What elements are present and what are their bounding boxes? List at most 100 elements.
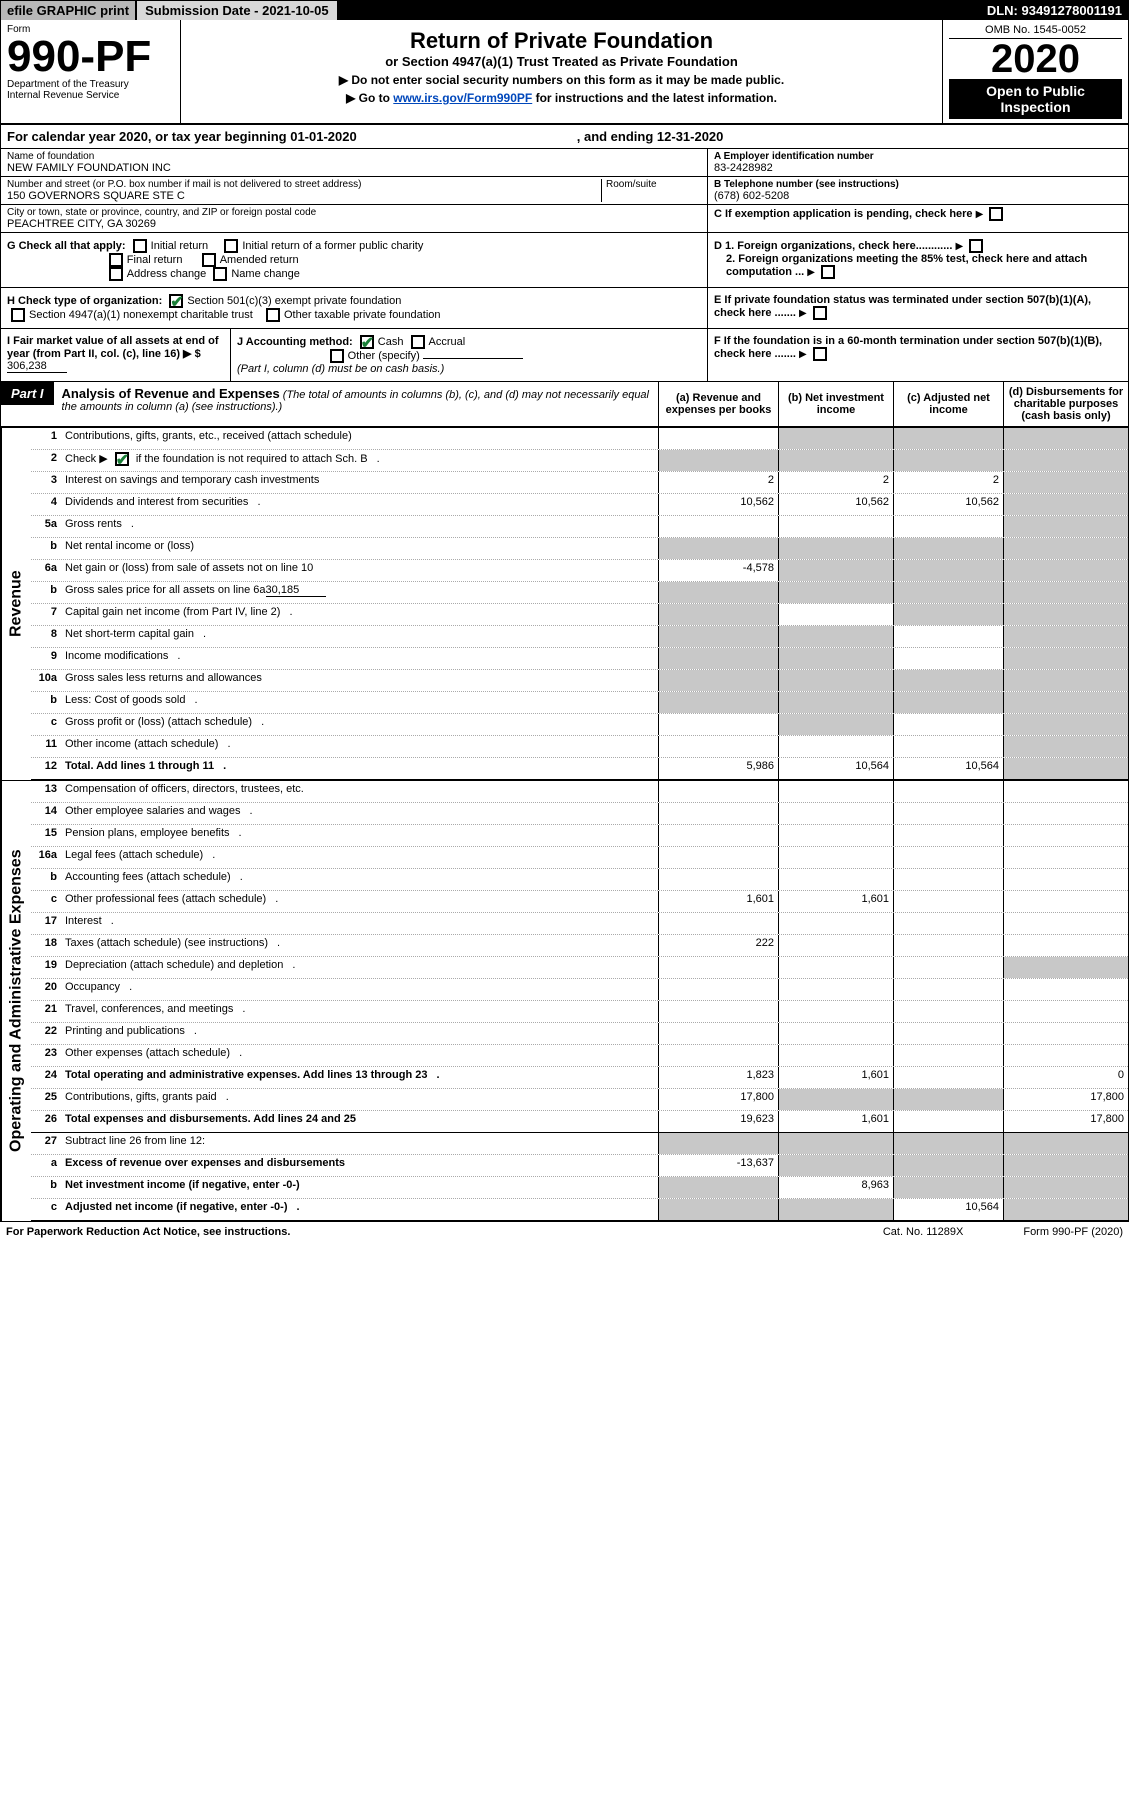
checkbox-former-charity[interactable] [224, 239, 238, 253]
line-desc: Gross profit or (loss) (attach schedule) [61, 714, 658, 735]
line-num: 27 [31, 1133, 61, 1154]
line-desc: Dividends and interest from securities [61, 494, 658, 515]
cell [1003, 670, 1128, 691]
table-row: 11Other income (attach schedule) [31, 736, 1128, 758]
cell [778, 648, 893, 669]
cell: 5,986 [658, 758, 778, 779]
table-row: 21Travel, conferences, and meetings [31, 1001, 1128, 1023]
cell [893, 670, 1003, 691]
note-ssn: ▶ Do not enter social security numbers o… [187, 73, 936, 87]
form-title: Return of Private Foundation [187, 28, 936, 54]
checkbox-cash[interactable] [360, 335, 374, 349]
line-desc: Total expenses and disbursements. Add li… [61, 1111, 658, 1132]
checkbox-other-taxable[interactable] [266, 308, 280, 322]
line-num: b [31, 692, 61, 713]
line-num: 6a [31, 560, 61, 581]
cell [1003, 1155, 1128, 1176]
cell [1003, 582, 1128, 603]
line-desc: Pension plans, employee benefits [61, 825, 658, 846]
table-row: cOther professional fees (attach schedul… [31, 891, 1128, 913]
line-desc: Gross sales less returns and allowances [61, 670, 658, 691]
checkbox-other-method[interactable] [330, 349, 344, 363]
cell [778, 1155, 893, 1176]
cell [1003, 538, 1128, 559]
cell [893, 428, 1003, 449]
line-num: 3 [31, 472, 61, 493]
efile-badge: efile GRAPHIC print [1, 1, 135, 20]
cell [1003, 825, 1128, 846]
line-desc: Excess of revenue over expenses and disb… [61, 1155, 658, 1176]
cell [778, 714, 893, 735]
checkbox-name-change[interactable] [213, 267, 227, 281]
cell [658, 913, 778, 934]
cell [658, 692, 778, 713]
cell [658, 1133, 778, 1154]
line-desc: Net investment income (if negative, ente… [61, 1177, 658, 1198]
line-desc: Printing and publications [61, 1023, 658, 1044]
line-desc: Gross sales price for all assets on line… [61, 582, 658, 603]
checkbox-initial-return[interactable] [133, 239, 147, 253]
cell [893, 1111, 1003, 1132]
section-j: J Accounting method: Cash Accrual Other … [231, 329, 707, 381]
line-num: 4 [31, 494, 61, 515]
tel-label: B Telephone number (see instructions) [714, 179, 1122, 190]
irs-link[interactable]: www.irs.gov/Form990PF [393, 91, 532, 105]
cell [1003, 1023, 1128, 1044]
note-link: ▶ Go to www.irs.gov/Form990PF for instru… [187, 91, 936, 105]
cell [1003, 891, 1128, 912]
footer: For Paperwork Reduction Act Notice, see … [0, 1222, 1129, 1242]
cell [1003, 869, 1128, 890]
ein-value: 83-2428982 [714, 162, 1122, 174]
line-num: 24 [31, 1067, 61, 1088]
line-desc: Travel, conferences, and meetings [61, 1001, 658, 1022]
checkbox-schb[interactable] [115, 452, 129, 466]
checkbox-c[interactable] [989, 207, 1003, 221]
table-row: 3Interest on savings and temporary cash … [31, 472, 1128, 494]
table-row: 24Total operating and administrative exp… [31, 1067, 1128, 1089]
cell [893, 1001, 1003, 1022]
line-desc: Less: Cost of goods sold [61, 692, 658, 713]
cell [893, 450, 1003, 471]
line-desc: Interest on savings and temporary cash i… [61, 472, 658, 493]
cell [658, 957, 778, 978]
cell [1003, 758, 1128, 779]
part1-label: Part I [1, 382, 54, 405]
checkbox-d1[interactable] [969, 239, 983, 253]
cell [1003, 979, 1128, 1000]
cell [778, 516, 893, 537]
cell [778, 692, 893, 713]
line-num: 23 [31, 1045, 61, 1066]
checkbox-4947[interactable] [11, 308, 25, 322]
checkbox-d2[interactable] [821, 265, 835, 279]
line-num: b [31, 1177, 61, 1198]
checkbox-f[interactable] [813, 347, 827, 361]
line-num: b [31, 538, 61, 559]
checkbox-501c3[interactable] [169, 294, 183, 308]
cell [778, 428, 893, 449]
cell [778, 913, 893, 934]
checkbox-final-return[interactable] [109, 253, 123, 267]
line-desc: Other professional fees (attach schedule… [61, 891, 658, 912]
checkbox-e[interactable] [813, 306, 827, 320]
table-row: 5aGross rents [31, 516, 1128, 538]
line-num: c [31, 714, 61, 735]
line-num: 9 [31, 648, 61, 669]
cell [1003, 1045, 1128, 1066]
cell: 1,601 [658, 891, 778, 912]
cell [658, 803, 778, 824]
checkbox-accrual[interactable] [411, 335, 425, 349]
line-desc: Depreciation (attach schedule) and deple… [61, 957, 658, 978]
revenue-label: Revenue [1, 428, 31, 780]
cell [658, 847, 778, 868]
form-ref: Form 990-PF (2020) [1023, 1226, 1123, 1238]
table-row: 22Printing and publications [31, 1023, 1128, 1045]
cell: 10,562 [893, 494, 1003, 515]
cell: 1,601 [778, 891, 893, 912]
table-row: 27Subtract line 26 from line 12: [31, 1133, 1128, 1155]
expenses-label: Operating and Administrative Expenses [1, 781, 31, 1221]
cell [893, 516, 1003, 537]
checkbox-address-change[interactable] [109, 267, 123, 281]
line-desc: Accounting fees (attach schedule) [61, 869, 658, 890]
checkbox-amended[interactable] [202, 253, 216, 267]
calendar-year-row: For calendar year 2020, or tax year begi… [1, 125, 1128, 149]
